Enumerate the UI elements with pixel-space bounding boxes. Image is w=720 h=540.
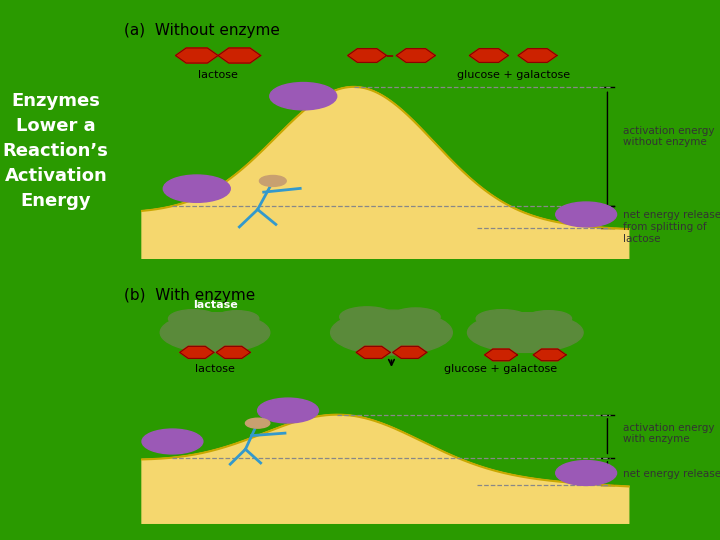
Ellipse shape bbox=[168, 309, 217, 328]
Polygon shape bbox=[518, 49, 557, 63]
Ellipse shape bbox=[467, 313, 583, 353]
Text: (b)  With enzyme: (b) With enzyme bbox=[124, 288, 255, 303]
Polygon shape bbox=[176, 48, 218, 63]
Circle shape bbox=[258, 398, 318, 423]
Polygon shape bbox=[348, 49, 387, 63]
Polygon shape bbox=[142, 415, 629, 524]
Ellipse shape bbox=[215, 310, 258, 327]
Ellipse shape bbox=[340, 307, 395, 327]
Circle shape bbox=[270, 83, 337, 110]
Circle shape bbox=[556, 461, 616, 485]
Ellipse shape bbox=[526, 310, 572, 327]
Circle shape bbox=[246, 418, 270, 428]
Polygon shape bbox=[142, 87, 629, 259]
Text: (a)  Without enzyme: (a) Without enzyme bbox=[124, 23, 279, 38]
Ellipse shape bbox=[476, 309, 528, 328]
Text: glucose + galactose: glucose + galactose bbox=[444, 364, 557, 374]
Polygon shape bbox=[216, 346, 251, 359]
Polygon shape bbox=[396, 49, 436, 63]
Circle shape bbox=[142, 429, 203, 454]
Text: glucose + galactose: glucose + galactose bbox=[456, 70, 570, 80]
Text: lactose: lactose bbox=[195, 364, 235, 374]
Text: activation energy
without enzyme: activation energy without enzyme bbox=[623, 126, 714, 147]
Text: net energy released
from splitting of
lactose: net energy released from splitting of la… bbox=[623, 211, 720, 244]
Circle shape bbox=[556, 202, 616, 227]
Text: lactase: lactase bbox=[193, 300, 238, 310]
Polygon shape bbox=[218, 48, 261, 63]
Polygon shape bbox=[392, 346, 427, 359]
Text: net energy released: net energy released bbox=[623, 469, 720, 479]
Polygon shape bbox=[180, 346, 214, 359]
Polygon shape bbox=[534, 349, 566, 361]
Ellipse shape bbox=[392, 308, 440, 326]
Ellipse shape bbox=[330, 310, 452, 355]
Polygon shape bbox=[356, 346, 390, 359]
Text: lactose: lactose bbox=[198, 70, 238, 80]
Circle shape bbox=[163, 175, 230, 202]
Ellipse shape bbox=[161, 313, 270, 353]
Polygon shape bbox=[485, 349, 518, 361]
Text: activation energy
with enzyme: activation energy with enzyme bbox=[623, 423, 714, 444]
Circle shape bbox=[259, 176, 287, 186]
Polygon shape bbox=[469, 49, 508, 63]
Text: Enzymes
Lower a
Reaction’s
Activation
Energy: Enzymes Lower a Reaction’s Activation En… bbox=[3, 92, 109, 210]
